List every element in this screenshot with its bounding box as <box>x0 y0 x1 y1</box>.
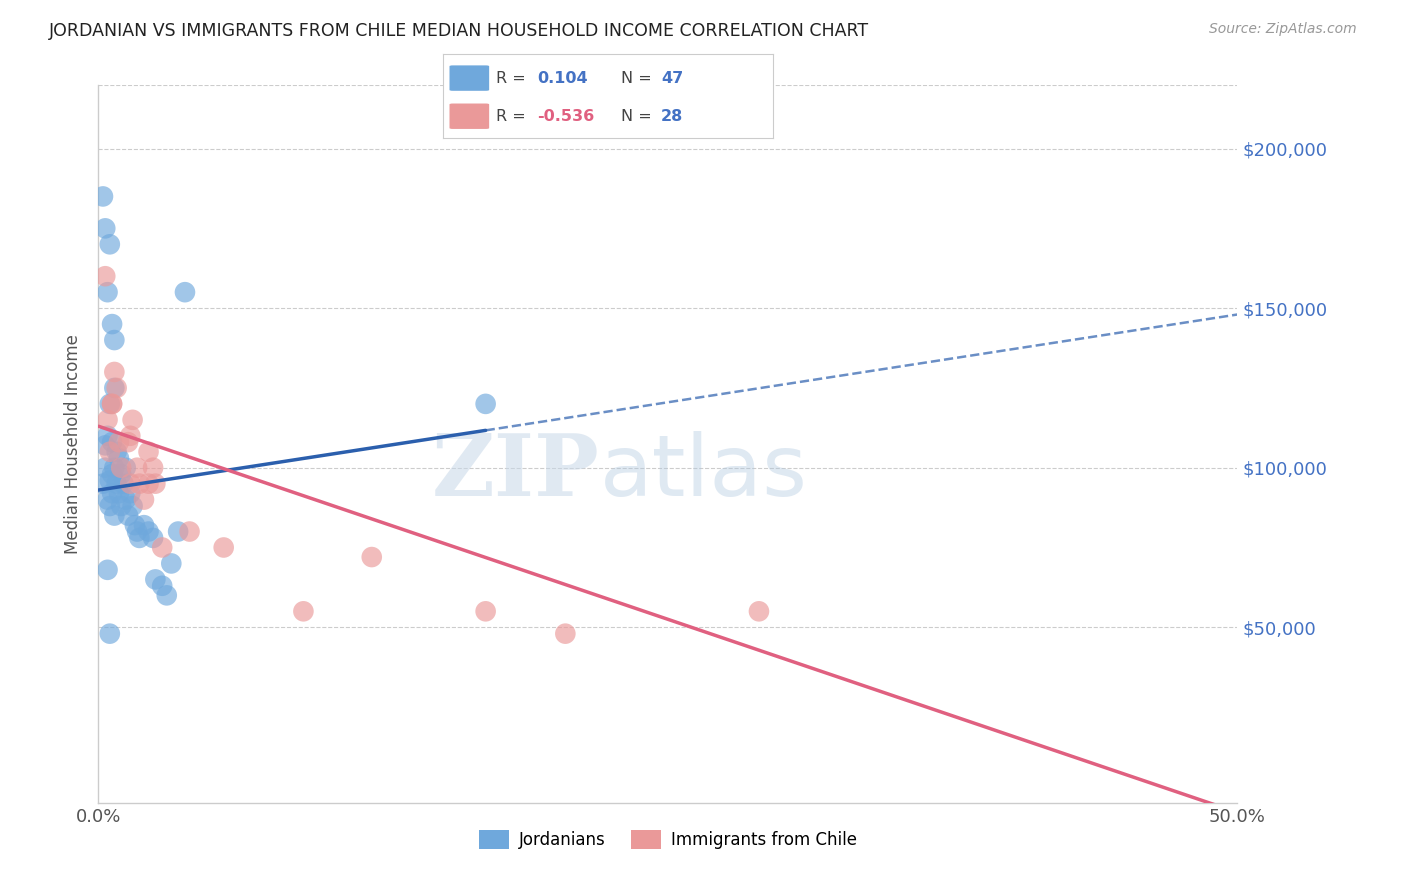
Point <box>474 604 496 618</box>
Point <box>98 237 121 252</box>
Point <box>138 476 160 491</box>
Point <box>105 444 128 458</box>
Point <box>94 221 117 235</box>
Point <box>105 476 128 491</box>
Point <box>94 269 117 284</box>
Point <box>150 579 173 593</box>
Text: -0.536: -0.536 <box>537 109 595 124</box>
Point <box>174 285 197 300</box>
Text: JORDANIAN VS IMMIGRANTS FROM CHILE MEDIAN HOUSEHOLD INCOME CORRELATION CHART: JORDANIAN VS IMMIGRANTS FROM CHILE MEDIA… <box>49 22 869 40</box>
Point <box>145 573 167 587</box>
Text: R =: R = <box>496 109 526 124</box>
Point <box>117 508 139 523</box>
Point <box>120 476 142 491</box>
Text: R =: R = <box>496 70 526 86</box>
Text: N =: N = <box>621 70 652 86</box>
Point <box>160 557 183 571</box>
Legend: Jordanians, Immigrants from Chile: Jordanians, Immigrants from Chile <box>472 823 863 855</box>
Point <box>98 626 121 640</box>
Point <box>132 518 155 533</box>
Point <box>121 413 143 427</box>
Point <box>96 285 118 300</box>
Point <box>121 499 143 513</box>
Y-axis label: Median Household Income: Median Household Income <box>65 334 83 554</box>
Point <box>167 524 190 539</box>
Point <box>101 397 124 411</box>
Text: Source: ZipAtlas.com: Source: ZipAtlas.com <box>1209 22 1357 37</box>
Point <box>127 460 149 475</box>
Point <box>105 381 128 395</box>
Text: 28: 28 <box>661 109 683 124</box>
Point <box>96 429 118 443</box>
Point <box>101 486 124 500</box>
Point <box>128 531 150 545</box>
Point <box>120 486 142 500</box>
FancyBboxPatch shape <box>450 103 489 129</box>
Point <box>156 588 179 602</box>
Point <box>110 467 132 481</box>
Text: N =: N = <box>621 109 652 124</box>
Text: 0.104: 0.104 <box>537 70 588 86</box>
Point <box>96 563 118 577</box>
Point <box>112 476 135 491</box>
Point <box>120 429 142 443</box>
Point <box>179 524 201 539</box>
Point <box>138 524 160 539</box>
Point <box>108 435 131 450</box>
Point <box>91 476 114 491</box>
Point <box>554 626 576 640</box>
Point <box>124 518 146 533</box>
Point <box>103 333 125 347</box>
Point <box>103 365 125 379</box>
Point <box>114 492 136 507</box>
Point <box>150 541 173 555</box>
Text: atlas: atlas <box>599 431 807 514</box>
Point <box>94 460 117 475</box>
Point <box>98 474 121 488</box>
Point <box>103 381 125 395</box>
Point <box>145 476 167 491</box>
Point <box>98 444 121 458</box>
Point <box>360 550 382 565</box>
Point <box>138 444 160 458</box>
Point <box>474 397 496 411</box>
Point <box>96 492 118 507</box>
Point <box>91 189 114 203</box>
FancyBboxPatch shape <box>450 65 489 91</box>
Point <box>292 604 315 618</box>
Point <box>748 604 770 618</box>
Point <box>98 499 121 513</box>
Point <box>101 317 124 331</box>
Point <box>108 451 131 466</box>
Point <box>117 435 139 450</box>
Point <box>101 467 124 481</box>
Point <box>98 397 121 411</box>
Point <box>103 460 125 475</box>
Point <box>108 486 131 500</box>
Point <box>212 541 235 555</box>
Point <box>127 524 149 539</box>
Point <box>110 460 132 475</box>
Point <box>101 435 124 450</box>
Point <box>101 397 124 411</box>
Point <box>128 476 150 491</box>
Point <box>110 499 132 513</box>
Point <box>114 460 136 475</box>
Point <box>96 413 118 427</box>
Point <box>142 460 165 475</box>
Point <box>132 492 155 507</box>
Point <box>103 508 125 523</box>
Point <box>94 438 117 452</box>
Text: 47: 47 <box>661 70 683 86</box>
Text: ZIP: ZIP <box>432 431 599 515</box>
Point <box>142 531 165 545</box>
